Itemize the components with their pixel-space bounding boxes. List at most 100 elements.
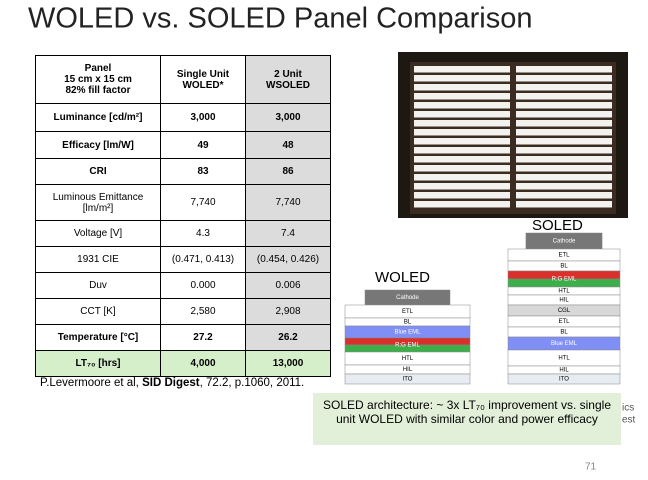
table-cell: 1931 CIE bbox=[35, 246, 161, 273]
stacks: Cathode ETL BL R:G EML HTL HIL CGL ETL BL Blue EM… bbox=[344, 232, 621, 385]
slat bbox=[414, 174, 510, 181]
table-row: Luminance [cd/m²] 3,000 3,000 bbox=[35, 103, 331, 132]
layer bbox=[344, 373, 471, 385]
slat bbox=[516, 138, 612, 145]
table-cell: 0.006 bbox=[245, 272, 331, 299]
table-cell: 13,000 bbox=[245, 350, 331, 377]
table-cell: 2,580 bbox=[160, 298, 246, 325]
layer-label: Blue EML bbox=[551, 341, 578, 347]
title: WOLED vs. SOLED Panel Comparison bbox=[28, 3, 532, 35]
slat bbox=[516, 111, 612, 118]
layer-label: Cathode bbox=[396, 295, 419, 301]
layer bbox=[507, 373, 621, 385]
table-row: Voltage [V] 4.3 7.4 bbox=[35, 220, 331, 247]
slat bbox=[414, 66, 510, 73]
layer-label: Blue EML bbox=[394, 330, 421, 336]
layer-label: ETL bbox=[558, 319, 570, 325]
table-cell: 26.2 bbox=[245, 324, 331, 351]
page-number: 71 bbox=[585, 462, 597, 473]
cell-line: 15 cm x 15 cm bbox=[64, 74, 132, 85]
header-row: Panel 15 cm x 15 cm 82% fill factor Single … bbox=[35, 55, 331, 104]
table-row: Temperature [°C] 27.2 26.2 bbox=[35, 324, 331, 351]
table-row: LT₇₀ [hrs] 4,000 13,000 bbox=[35, 350, 331, 377]
table-cell: 0.000 bbox=[160, 272, 246, 299]
slat bbox=[516, 192, 612, 199]
table-cell: 4.3 bbox=[160, 220, 246, 247]
slat bbox=[414, 111, 510, 118]
table-cell: 3,000 bbox=[245, 103, 331, 132]
slat bbox=[516, 102, 612, 109]
slat bbox=[516, 147, 612, 154]
comparison-table: Panel 15 cm x 15 cm 82% fill factor Single … bbox=[35, 55, 331, 377]
table-cell: 48 bbox=[245, 131, 331, 159]
table-cell: Luminous Emittance [lm/m²] bbox=[35, 184, 161, 221]
table-cell: Voltage [V] bbox=[35, 220, 161, 247]
callout-line: SOLED architecture: ~ 3x LT₇₀ improvemen… bbox=[323, 398, 611, 412]
slat bbox=[516, 174, 612, 181]
layer-label: BL bbox=[404, 320, 412, 326]
slat bbox=[516, 156, 612, 163]
fragment: est bbox=[622, 415, 636, 426]
table-cell: 2 Unit WSOLED bbox=[245, 55, 331, 104]
table-cell: Luminance [cd/m²] bbox=[35, 103, 161, 132]
layer-label: BL bbox=[560, 264, 568, 270]
table-cell: 27.2 bbox=[160, 324, 246, 351]
table-row: Luminous Emittance [lm/m²] 7,740 7,740 bbox=[35, 184, 331, 221]
table-row: CCT [K] 2,580 2,908 bbox=[35, 298, 331, 325]
table-cell: 83 bbox=[160, 158, 246, 185]
layer-label: ETL bbox=[558, 253, 570, 259]
layer-label: HTL bbox=[402, 356, 414, 362]
layer-label: HTL bbox=[558, 289, 570, 295]
citation-rest: , 72.2, p.1060, 2011. bbox=[200, 377, 305, 389]
slat bbox=[414, 120, 510, 127]
layer-label: CGL bbox=[558, 308, 571, 314]
layer-label: ITO bbox=[559, 377, 569, 383]
soled-label: SOLED bbox=[532, 217, 583, 234]
callout-box bbox=[313, 393, 621, 445]
table-cell: LT₇₀ [hrs] bbox=[35, 350, 161, 377]
slat bbox=[414, 93, 510, 100]
slat bbox=[516, 183, 612, 190]
table-cell: Temperature [°C] bbox=[35, 324, 161, 351]
slat bbox=[516, 75, 612, 82]
table-row: Efficacy [lm/W] 49 48 bbox=[35, 131, 331, 159]
table-cell: 7,740 bbox=[160, 184, 246, 221]
layer-label: BL bbox=[560, 330, 568, 336]
slat bbox=[414, 75, 510, 82]
slat bbox=[516, 129, 612, 136]
fragment: ics bbox=[622, 403, 634, 414]
table-row: CRI 83 86 bbox=[35, 158, 331, 185]
cell-line: 82% fill factor bbox=[65, 85, 131, 96]
cell-line: WSOLED bbox=[266, 79, 310, 91]
table-cell: Duv bbox=[35, 272, 161, 299]
cell-line: Single Unit bbox=[176, 68, 230, 80]
slat bbox=[414, 147, 510, 154]
slat bbox=[414, 156, 510, 163]
slat bbox=[516, 165, 612, 172]
layer-label: ETL bbox=[402, 309, 414, 315]
slat bbox=[516, 201, 612, 208]
slat bbox=[414, 84, 510, 91]
table-cell: Single Unit WOLED* bbox=[160, 55, 246, 104]
table-cell: 7.4 bbox=[245, 220, 331, 247]
table-cell: Panel 15 cm x 15 cm 82% fill factor bbox=[35, 55, 161, 104]
slat bbox=[516, 66, 612, 73]
layer-label: Cathode bbox=[553, 239, 576, 245]
table-cell: 3,000 bbox=[160, 103, 246, 132]
cell-line: Luminous Emittance bbox=[52, 191, 144, 203]
layer-label: ITO bbox=[403, 377, 413, 383]
slat bbox=[414, 138, 510, 145]
citation-authors: P.Levermoore et al, bbox=[40, 377, 142, 389]
layer-label: R:G EML bbox=[395, 343, 420, 349]
slat bbox=[516, 120, 612, 127]
table-cell: 49 bbox=[160, 131, 246, 159]
table-row: 1931 CIE (0.471, 0.413) (0.454, 0.426) bbox=[35, 246, 331, 273]
table-cell: 2,908 bbox=[245, 298, 331, 325]
table-cell: 86 bbox=[245, 158, 331, 185]
slat bbox=[516, 93, 612, 100]
cell-line: Panel bbox=[84, 63, 112, 74]
table-cell: 4,000 bbox=[160, 350, 246, 377]
layer-label: HIL bbox=[559, 368, 569, 374]
